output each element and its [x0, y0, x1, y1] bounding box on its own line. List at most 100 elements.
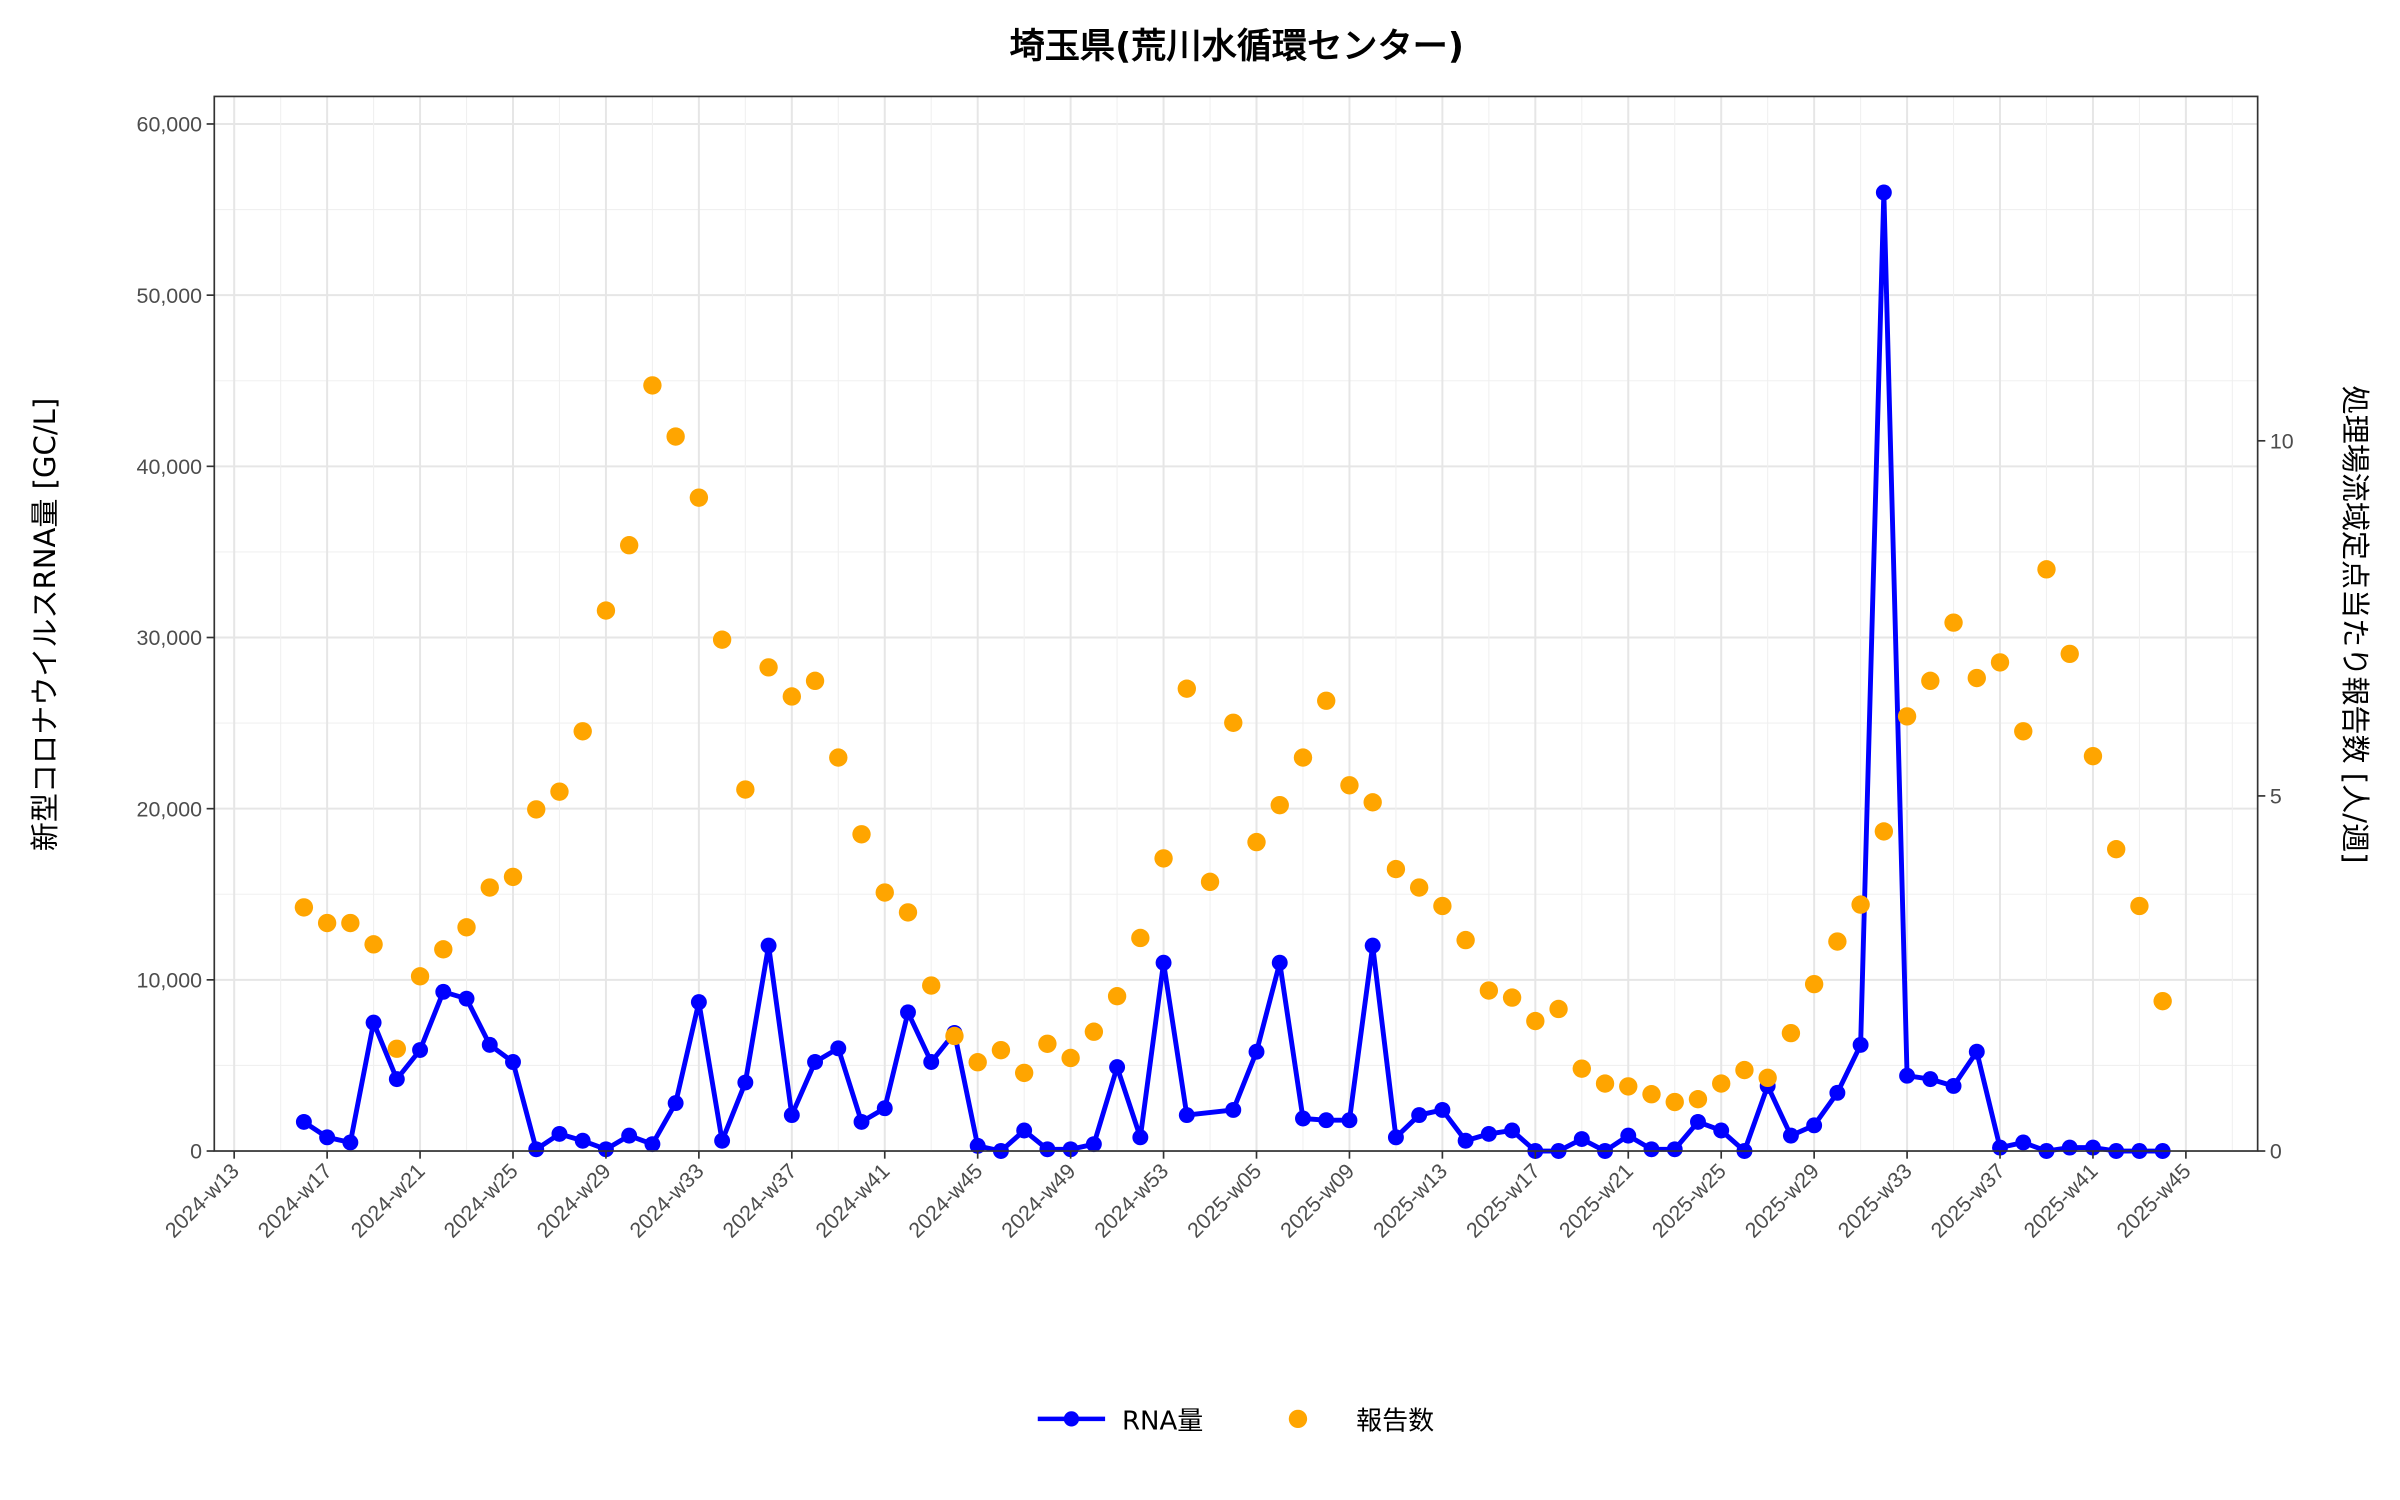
report-point	[1293, 748, 1313, 767]
rna-point	[1411, 1107, 1428, 1124]
rna-point	[528, 1141, 545, 1158]
rna-point	[1573, 1131, 1590, 1147]
report-point	[666, 427, 685, 446]
report-point	[1804, 974, 1824, 994]
report-point	[1921, 671, 1940, 691]
rna-point	[1968, 1043, 1985, 1060]
y-tick-label: 50,000	[137, 284, 203, 308]
report-point	[852, 825, 871, 844]
rna-point	[1155, 954, 1172, 971]
y-tick-label: 0	[190, 1140, 202, 1164]
report-point	[1572, 1059, 1591, 1078]
report-point	[875, 883, 894, 902]
report-point	[1619, 1077, 1638, 1096]
report-point	[1851, 895, 1870, 914]
legend: RNA量 報告数	[1037, 1407, 1434, 1437]
y2-tick-label: 5	[2270, 785, 2282, 809]
report-point	[1177, 679, 1196, 698]
rna-point	[1341, 1112, 1358, 1129]
rna-point	[1295, 1110, 1311, 1127]
report-point	[1781, 1023, 1801, 1043]
y-tick-label: 20,000	[137, 797, 203, 821]
rna-point	[1945, 1078, 1962, 1094]
rna-point	[1829, 1084, 1846, 1101]
y-tick-label: 30,000	[137, 626, 203, 650]
rna-point	[1806, 1117, 1823, 1134]
rna-point	[551, 1125, 568, 1142]
report-point	[829, 748, 848, 767]
rna-point	[597, 1141, 614, 1158]
report-point	[1154, 849, 1173, 868]
report-point	[1549, 999, 1568, 1019]
rna-point	[342, 1134, 359, 1151]
report-point	[1595, 1074, 1615, 1093]
report-point	[2014, 722, 2033, 741]
report-series	[294, 376, 2172, 1112]
rna-point	[1248, 1043, 1265, 1060]
rna-point	[760, 937, 777, 954]
y-tick-label: 40,000	[137, 455, 203, 479]
rna-point	[505, 1054, 521, 1070]
report-point	[898, 903, 918, 922]
report-point	[550, 782, 569, 801]
rna-point	[830, 1040, 847, 1057]
report-point	[1990, 653, 2010, 672]
rna-point	[435, 983, 452, 1000]
rna-point	[1085, 1136, 1102, 1153]
rna-point	[1271, 954, 1288, 971]
report-point	[1665, 1092, 1684, 1112]
rna-point	[667, 1095, 684, 1112]
y2-axis-title: 処理場流域定点当たり報告数 [人/週]	[2338, 386, 2372, 864]
report-point	[503, 867, 523, 887]
rna-point	[1039, 1141, 1056, 1158]
rna-point	[2015, 1134, 2032, 1151]
report-point	[1131, 928, 1150, 948]
report-point	[1967, 668, 1986, 688]
report-point	[1479, 981, 1499, 1000]
rna-point	[1713, 1122, 1730, 1139]
rna-point	[923, 1054, 940, 1070]
rna-point	[574, 1132, 591, 1149]
rna-point	[714, 1132, 731, 1149]
rna-point	[783, 1107, 800, 1124]
rna-point	[807, 1054, 824, 1070]
rna-point	[319, 1129, 336, 1146]
rna-point	[969, 1137, 986, 1154]
rna-point	[1480, 1125, 1497, 1142]
report-point	[991, 1040, 1011, 1060]
report-point	[689, 488, 709, 507]
legend-report-point-icon	[1288, 1409, 1308, 1429]
report-point	[1084, 1022, 1104, 1041]
panel-border	[213, 95, 2259, 1152]
report-point	[1828, 932, 1847, 951]
rna-point	[1318, 1112, 1335, 1129]
rna-point	[1016, 1122, 1033, 1139]
report-point	[2083, 746, 2103, 766]
report-point	[1944, 613, 1963, 632]
rna-point	[690, 994, 707, 1011]
rna-point	[621, 1127, 638, 1144]
report-point	[922, 976, 941, 995]
legend-rna-label: RNA量	[1122, 1407, 1203, 1437]
report-point	[1200, 872, 1220, 892]
report-point	[2153, 991, 2172, 1011]
y2-tick-label: 0	[2270, 1140, 2282, 1164]
legend-rna-point-icon	[1063, 1411, 1080, 1427]
rna-point	[1387, 1129, 1404, 1146]
report-point	[1526, 1011, 1545, 1031]
report-point	[596, 601, 616, 620]
y-tick-label: 60,000	[137, 113, 203, 137]
report-point	[2060, 644, 2079, 664]
report-point	[1270, 795, 1289, 815]
report-point	[1897, 707, 1917, 726]
rna-point	[853, 1113, 870, 1130]
report-point	[1340, 776, 1359, 795]
rna-point	[1875, 184, 1892, 201]
report-point	[1688, 1089, 1708, 1109]
report-point	[1386, 859, 1406, 879]
report-point	[387, 1039, 407, 1058]
chart-title: 埼玉県(荒川水循環センター)	[1010, 26, 1464, 67]
y-tick-label: 10,000	[137, 969, 203, 993]
